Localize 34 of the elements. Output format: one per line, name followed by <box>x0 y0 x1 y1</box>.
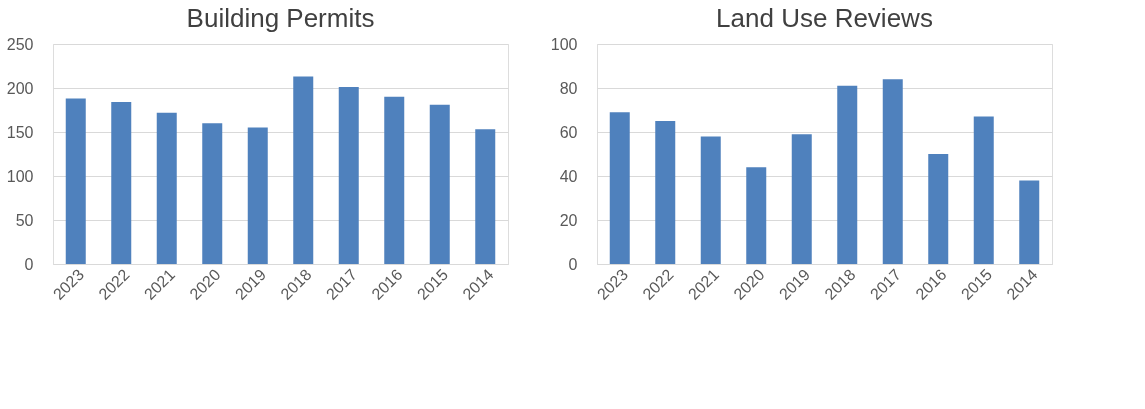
bar <box>655 121 676 264</box>
y-tick-label: 60 <box>559 123 578 141</box>
bar <box>338 87 359 264</box>
chart-title: Building Permits <box>186 3 375 33</box>
bar <box>293 76 314 264</box>
chart-title: Land Use Reviews <box>716 3 933 33</box>
bar <box>882 79 903 264</box>
bar <box>384 96 405 264</box>
bar <box>247 127 268 264</box>
bar <box>429 104 450 264</box>
bar <box>791 134 812 264</box>
bar <box>1019 180 1040 264</box>
y-tick-label: 20 <box>559 211 578 229</box>
bar <box>928 154 949 264</box>
y-tick-label: 100 <box>6 167 34 185</box>
bar <box>746 167 767 264</box>
bar <box>609 112 630 264</box>
y-tick-label: 200 <box>6 79 34 97</box>
y-tick-label: 80 <box>559 79 578 97</box>
y-tick-label: 50 <box>15 211 34 229</box>
bar <box>700 136 721 264</box>
bar <box>65 98 86 264</box>
y-tick-label: 0 <box>24 255 34 273</box>
y-tick-label: 250 <box>6 35 34 53</box>
bar <box>837 85 858 264</box>
y-tick-label: 150 <box>6 123 34 141</box>
y-tick-label: 100 <box>550 35 578 53</box>
bar <box>111 102 132 264</box>
bar <box>156 112 177 264</box>
bar <box>475 129 496 264</box>
bar <box>973 116 994 264</box>
y-tick-label: 0 <box>568 255 578 273</box>
y-tick-label: 40 <box>559 167 578 185</box>
bar <box>202 123 223 264</box>
